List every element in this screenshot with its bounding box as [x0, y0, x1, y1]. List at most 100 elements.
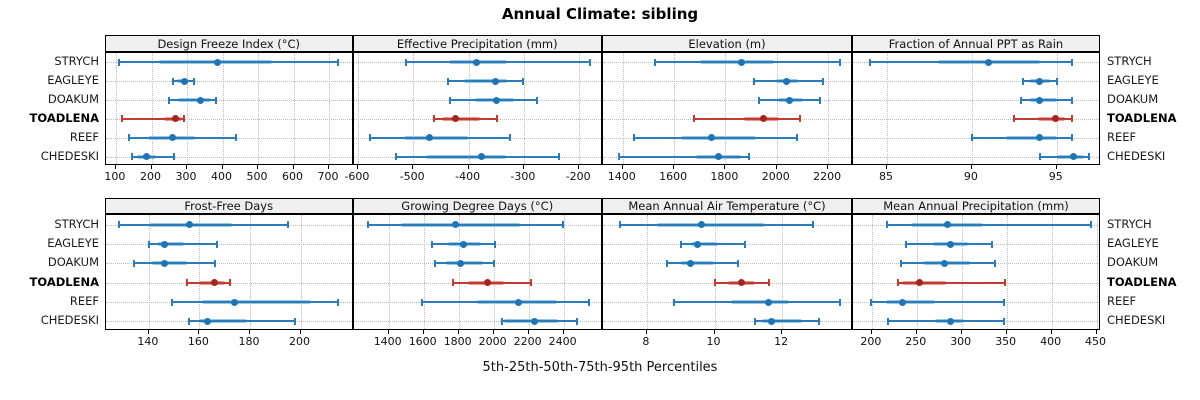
- x-tick-label: -300: [510, 170, 536, 183]
- whisker-line: [619, 223, 813, 226]
- x-tick-label: 140: [137, 335, 159, 348]
- gridline-vertical: [458, 215, 460, 329]
- whisker-line: [1039, 155, 1090, 158]
- whisker-cap-low: [666, 259, 669, 267]
- x-tick-label: 200: [860, 335, 882, 348]
- whisker-cap-high: [994, 259, 996, 267]
- median-dot: [197, 96, 205, 104]
- whisker-line: [1021, 99, 1073, 102]
- whisker-line: [133, 262, 215, 265]
- whisker-cap-high: [1055, 77, 1058, 85]
- median-dot: [231, 298, 239, 306]
- median-dot: [783, 77, 791, 85]
- site-label-left-chedeski: CHEDESKI: [40, 313, 99, 328]
- whisker-line: [1014, 117, 1073, 120]
- panel-title: Mean Annual Air Temperature (°C): [628, 199, 826, 213]
- whisker-line: [971, 136, 1073, 139]
- gridline-vertical: [714, 215, 716, 329]
- whisker-line: [680, 243, 745, 245]
- x-tick: [292, 165, 294, 169]
- whisker-cap-low: [1013, 115, 1016, 123]
- x-tick: [724, 165, 726, 169]
- x-tick-label: 2000: [478, 335, 507, 348]
- panel-plot-area: [853, 53, 1099, 164]
- gridline-vertical: [222, 53, 224, 164]
- x-tick: [562, 330, 564, 334]
- gridline-vertical: [329, 53, 330, 164]
- whisker-line: [405, 61, 591, 64]
- gridline-vertical: [115, 53, 117, 164]
- whisker-cap-low: [887, 317, 889, 325]
- whisker-cap-high: [558, 153, 561, 161]
- site-label-right-strych: STRYCH: [1107, 54, 1152, 69]
- whisker-line: [501, 320, 578, 323]
- x-tick: [249, 330, 250, 334]
- x-tick: [328, 165, 329, 169]
- x-tick: [527, 330, 529, 334]
- site-label-left-toadlena: TOADLENA: [29, 274, 99, 289]
- whisker-cap-high: [1003, 279, 1006, 287]
- median-dot: [459, 240, 467, 248]
- median-dot: [1051, 115, 1059, 123]
- x-tick: [781, 330, 783, 334]
- site-label-right-reef: REEF: [1107, 294, 1137, 308]
- site-label-left-doakum: DOAKUM: [47, 255, 99, 270]
- whisker-cap-low: [395, 153, 398, 161]
- whisker-line: [887, 223, 1092, 226]
- x-tick-label: 600: [282, 170, 303, 183]
- whisker-cap-low: [632, 134, 635, 142]
- gridline-vertical: [388, 215, 390, 329]
- whisker-cap-low: [757, 96, 760, 104]
- whisker-line: [119, 61, 338, 64]
- whisker-line: [171, 301, 339, 303]
- gridline-horizontal: [853, 100, 1099, 102]
- panel-strip-elevation-m: Elevation (m): [602, 35, 852, 52]
- median-dot: [213, 58, 221, 66]
- whisker-cap-low: [434, 259, 437, 267]
- whisker-line: [871, 301, 1004, 303]
- x-tick-label: 100: [104, 170, 126, 183]
- panel-frost-free-days: [105, 214, 353, 330]
- gridline-vertical: [493, 215, 495, 329]
- panel-strip-growing-degree-days-c: Growing Degree Days (°C): [352, 198, 602, 214]
- whisker-cap-low: [404, 58, 407, 66]
- gridline-horizontal: [603, 100, 851, 102]
- whisker-cap-low: [754, 317, 756, 325]
- panel-title: Growing Degree Days (°C): [401, 199, 554, 213]
- whisker-cap-high: [562, 221, 565, 229]
- gridline-horizontal: [106, 244, 352, 245]
- whisker-cap-low: [899, 259, 902, 267]
- panel-growing-degree-days-c: [352, 214, 602, 330]
- whisker-cap-high: [496, 115, 499, 123]
- median-dot: [514, 298, 522, 306]
- x-tick: [198, 330, 200, 334]
- whisker-cap-low: [905, 240, 907, 248]
- whisker-cap-low: [127, 134, 130, 142]
- x-tick: [412, 165, 414, 169]
- whisker-cap-high: [839, 58, 842, 66]
- whisker-line: [870, 61, 1073, 64]
- whisker-cap-low: [188, 317, 191, 325]
- panel-plot-area: [853, 215, 1099, 329]
- median-dot: [211, 279, 219, 287]
- site-label-right-doakum: DOAKUM: [1107, 92, 1159, 107]
- panel-strip-frost-free-days: Frost-Free Days: [105, 198, 353, 214]
- whisker-cap-low: [500, 317, 503, 325]
- gridline-horizontal: [106, 100, 352, 102]
- gridline-vertical: [871, 215, 873, 329]
- site-label-right-strych: STRYCH: [1107, 216, 1152, 231]
- panel-plot-area: [106, 53, 352, 164]
- whisker-cap-high: [336, 58, 339, 66]
- whisker-cap-low: [869, 58, 871, 66]
- median-dot: [143, 153, 151, 161]
- x-tick: [827, 165, 829, 169]
- whisker-cap-low: [447, 77, 450, 85]
- gridline-vertical: [782, 215, 784, 329]
- whisker-line: [186, 281, 230, 284]
- whisker-cap-high: [494, 240, 496, 248]
- panel-strip-mean-annual-precipitation-mm: Mean Annual Precipitation (mm): [852, 198, 1100, 214]
- whisker-cap-high: [737, 259, 740, 267]
- whisker-cap-high: [1003, 317, 1005, 325]
- whisker-cap-high: [818, 317, 821, 325]
